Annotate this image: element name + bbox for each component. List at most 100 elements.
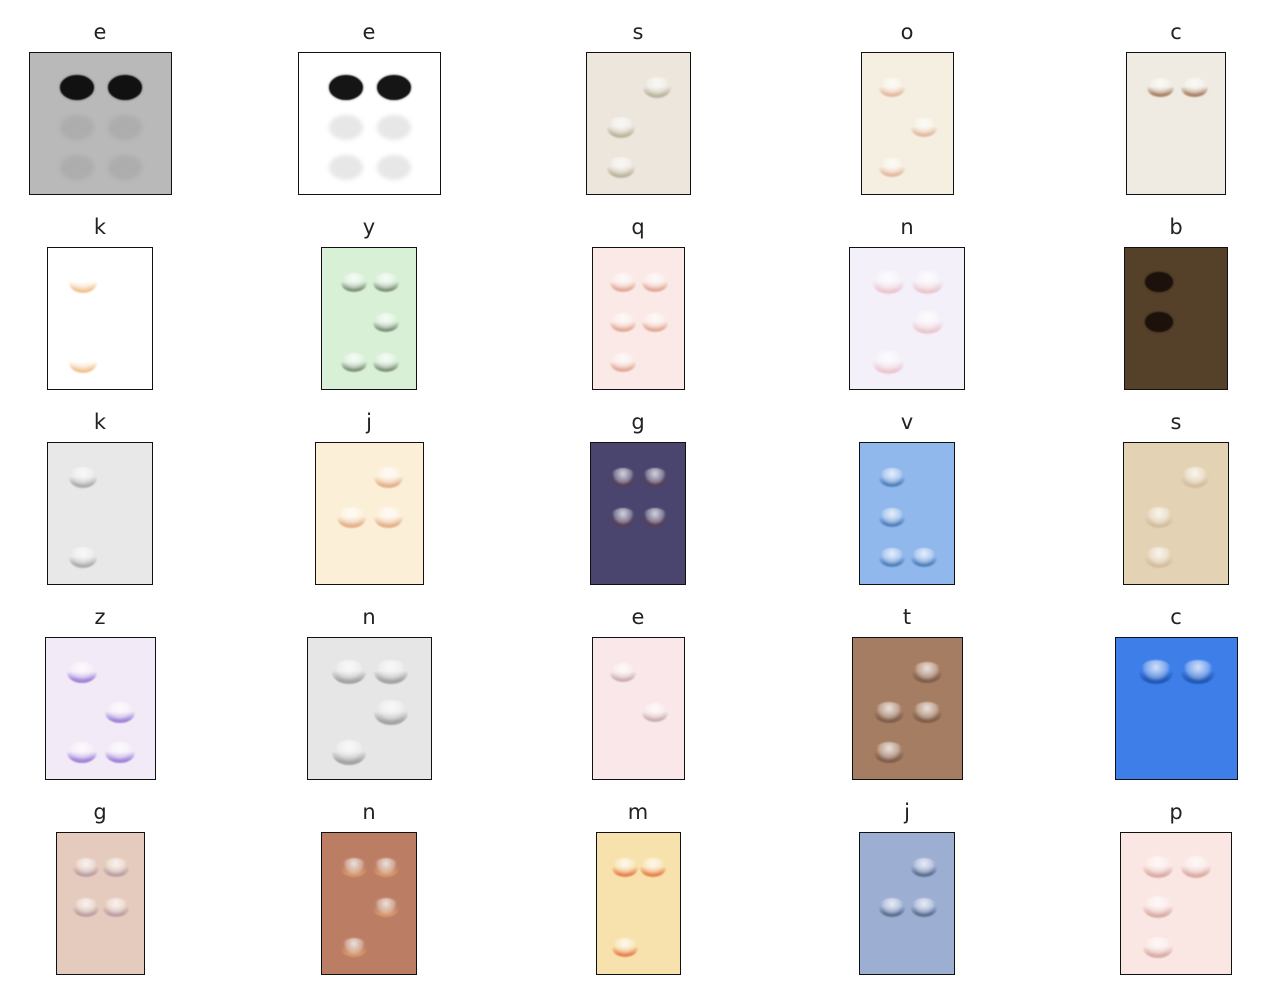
braille-dot xyxy=(105,742,135,764)
braille-dot xyxy=(911,548,937,567)
braille-dot xyxy=(329,75,363,99)
ghost-dot xyxy=(377,115,411,139)
cell-label: j xyxy=(904,802,910,823)
cell-label: m xyxy=(628,802,648,823)
braille-dot xyxy=(373,858,399,877)
braille-dot xyxy=(374,507,403,528)
braille-dot xyxy=(332,740,366,764)
braille-dot xyxy=(1145,507,1174,528)
braille-dot xyxy=(912,702,942,724)
braille-image xyxy=(1123,442,1229,585)
cell-label: n xyxy=(362,607,375,628)
braille-dot xyxy=(69,272,98,293)
braille-image xyxy=(56,832,145,975)
braille-dot xyxy=(1147,78,1174,97)
braille-dot xyxy=(642,313,668,332)
braille-dot xyxy=(1145,312,1173,332)
braille-dot xyxy=(103,898,129,917)
braille-dot xyxy=(643,77,671,97)
braille-dot xyxy=(374,660,408,684)
braille-image xyxy=(861,52,954,195)
ghost-dot xyxy=(329,155,363,179)
ghost-dot xyxy=(108,155,142,179)
cell-label: s xyxy=(633,22,644,43)
cell-label: j xyxy=(366,412,372,433)
braille-dot xyxy=(373,898,399,917)
braille-dot xyxy=(873,271,904,294)
braille-dot xyxy=(341,273,367,292)
braille-dot xyxy=(911,118,937,137)
cell-label: k xyxy=(94,217,106,238)
braille-image xyxy=(859,832,955,975)
braille-dot xyxy=(612,858,638,877)
cell-label: c xyxy=(1170,607,1182,628)
braille-image xyxy=(1120,832,1232,975)
cell-label: g xyxy=(631,412,644,433)
braille-dot xyxy=(60,75,94,99)
braille-dot xyxy=(69,352,98,373)
braille-dot xyxy=(67,742,97,764)
braille-dot xyxy=(879,78,905,97)
braille-dot xyxy=(341,858,367,877)
braille-dot xyxy=(69,547,98,568)
braille-image xyxy=(586,52,691,195)
cell-label: p xyxy=(1169,802,1182,823)
braille-dot xyxy=(912,311,943,334)
braille-dot xyxy=(341,353,367,372)
braille-dot xyxy=(377,75,411,99)
braille-dot xyxy=(879,468,905,487)
braille-dot xyxy=(879,158,905,177)
braille-dot xyxy=(610,273,636,292)
braille-image xyxy=(1126,52,1226,195)
braille-dot xyxy=(374,700,408,724)
braille-dot xyxy=(1181,856,1211,878)
braille-dot xyxy=(1143,856,1173,878)
cell-label: g xyxy=(93,802,106,823)
cell-label: q xyxy=(631,217,644,238)
braille-dot xyxy=(341,938,367,957)
braille-image xyxy=(298,52,441,195)
cell-label: c xyxy=(1170,22,1182,43)
braille-dot xyxy=(607,117,635,137)
braille-dot xyxy=(373,313,399,332)
braille-dot xyxy=(1181,660,1214,684)
braille-dot xyxy=(879,508,905,527)
braille-dot xyxy=(642,508,668,527)
braille-dot xyxy=(607,157,635,177)
braille-image xyxy=(45,637,156,780)
braille-dot xyxy=(911,858,937,877)
cell-label: z xyxy=(94,607,105,628)
ghost-dot xyxy=(329,115,363,139)
braille-image xyxy=(29,52,172,195)
braille-dot xyxy=(103,858,129,877)
braille-image xyxy=(321,832,417,975)
braille-dot xyxy=(1143,896,1173,918)
braille-dot xyxy=(642,468,668,487)
ghost-dot xyxy=(60,115,94,139)
braille-dot xyxy=(610,468,636,487)
cell-label: e xyxy=(632,607,645,628)
braille-image xyxy=(849,247,965,390)
braille-dot xyxy=(874,742,904,764)
braille-dot xyxy=(610,508,636,527)
braille-dot xyxy=(1145,272,1173,292)
braille-dot xyxy=(67,662,97,684)
braille-dot xyxy=(1181,467,1210,488)
braille-dot xyxy=(640,858,666,877)
cell-label: t xyxy=(903,607,911,628)
cell-label: e xyxy=(94,22,107,43)
braille-dot xyxy=(69,467,98,488)
cell-label: n xyxy=(900,217,913,238)
braille-dot xyxy=(1181,78,1208,97)
braille-dot xyxy=(374,467,403,488)
braille-dot xyxy=(873,351,904,374)
braille-image xyxy=(47,247,153,390)
braille-dot xyxy=(1145,547,1174,568)
braille-dot xyxy=(610,313,636,332)
braille-dot xyxy=(610,353,636,372)
braille-image xyxy=(590,442,686,585)
ghost-dot xyxy=(377,155,411,179)
braille-dot xyxy=(642,703,668,722)
braille-image xyxy=(852,637,963,780)
